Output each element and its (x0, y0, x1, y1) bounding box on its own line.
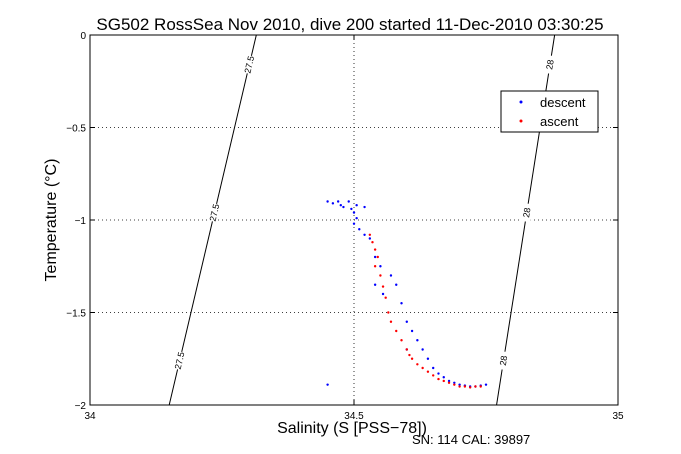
descent-point (352, 222, 356, 225)
descent-point (416, 339, 419, 342)
ascent-point (468, 386, 472, 389)
ascent-point (387, 311, 390, 314)
ascent-point (379, 274, 382, 277)
footer-serial-text: SN: 114 CAL: 39897 (412, 432, 530, 447)
contour-label: 27.5 (242, 55, 256, 74)
descent-point (355, 204, 358, 207)
contour-label-bg (242, 54, 257, 75)
descent-point (363, 233, 366, 236)
descent-point (363, 205, 366, 209)
ascent-point (368, 233, 372, 236)
descent-point (379, 265, 382, 268)
legend-label-ascent: ascent (540, 114, 579, 129)
legend-marker-ascent (519, 119, 523, 123)
ascent-point (408, 353, 411, 357)
ascent-point (426, 370, 430, 373)
y-tick-label: −1.5 (66, 309, 86, 320)
ascent-point (371, 241, 374, 244)
descent-point (426, 357, 430, 360)
descent-point (458, 383, 461, 386)
ascent-point (416, 363, 419, 366)
descent-point (336, 200, 340, 203)
descent-point (410, 329, 414, 333)
descent-point (442, 376, 445, 379)
ascent-point (381, 285, 385, 288)
ascent-point (410, 357, 414, 360)
descent-point (400, 302, 403, 305)
ascent-point (395, 329, 398, 333)
y-tick-label: 0 (80, 31, 86, 42)
descent-point (395, 283, 398, 286)
ascent-point (400, 339, 403, 342)
ascent-point (458, 385, 461, 388)
descent-point (339, 204, 342, 207)
descent-point (368, 237, 372, 240)
descent-point (453, 381, 456, 384)
descent-point (350, 207, 353, 211)
ascent-point (405, 348, 408, 351)
descent-point (355, 216, 358, 220)
ascent-point (384, 296, 387, 299)
descent-point (373, 255, 377, 259)
chart-title: SG502 RossSea Nov 2010, dive 200 started… (96, 15, 603, 34)
descent-point (447, 379, 451, 383)
contour-label-bg (497, 350, 510, 371)
ascent-point (453, 383, 456, 386)
descent-point (373, 283, 377, 286)
legend-box (500, 90, 599, 133)
y-tick-label: −2 (75, 401, 87, 412)
descent-point (421, 348, 424, 351)
descent-point (484, 383, 488, 386)
contour-label: 27.5 (173, 351, 187, 370)
ascent-point (432, 374, 435, 377)
ascent-point (421, 366, 424, 370)
ascent-point (389, 320, 393, 323)
x-tick-label: 35 (612, 411, 624, 422)
contour-label-bg (172, 350, 187, 371)
descent-point (331, 202, 335, 205)
ascent-point (463, 385, 467, 388)
descent-point (389, 274, 393, 277)
descent-point (326, 383, 329, 386)
contour-label: 27.5 (208, 203, 222, 222)
descent-point (326, 200, 329, 203)
legend-label-descent: descent (540, 95, 586, 110)
ascent-point (373, 265, 377, 268)
legend: descent ascent (500, 90, 599, 133)
descent-point (437, 372, 440, 375)
ascent-point (373, 248, 377, 251)
contour-label: 28 (544, 59, 555, 70)
contour-label-bg (520, 202, 534, 223)
descent-point (381, 292, 385, 296)
density-contours: 27.5 27.5 27.5 28 28 28 (168, 34, 557, 406)
ascent-point (479, 385, 482, 388)
ascent-point (447, 381, 451, 384)
y-tick-label: −0.5 (66, 124, 86, 135)
contour-label-bg (543, 54, 557, 75)
descent-point (405, 320, 408, 323)
contour-label: 28 (521, 207, 532, 218)
y-axis-label: Temperature (°C) (43, 159, 60, 282)
ascent-point (376, 255, 379, 259)
ascent-point (474, 385, 477, 388)
contour-label: 28 (498, 355, 509, 366)
descent-point (342, 205, 345, 209)
ascent-point (437, 377, 440, 381)
legend-marker-descent (519, 100, 523, 104)
x-tick-label: 34 (84, 411, 96, 422)
contour-label-bg (207, 202, 222, 223)
descent-point (358, 228, 361, 231)
descent-point (352, 211, 356, 214)
descent-point (432, 366, 435, 370)
axis-ticks: 34 34.5 35 0 −0.5 −1 −1.5 −2 (66, 31, 624, 422)
y-tick-label: −1 (75, 216, 87, 227)
ascent-point (442, 379, 445, 383)
x-tick-label: 34.5 (344, 411, 364, 422)
data-points (326, 200, 488, 389)
x-axis-label: Salinity (S [PSS−78]) (277, 420, 427, 437)
descent-point (347, 200, 350, 203)
